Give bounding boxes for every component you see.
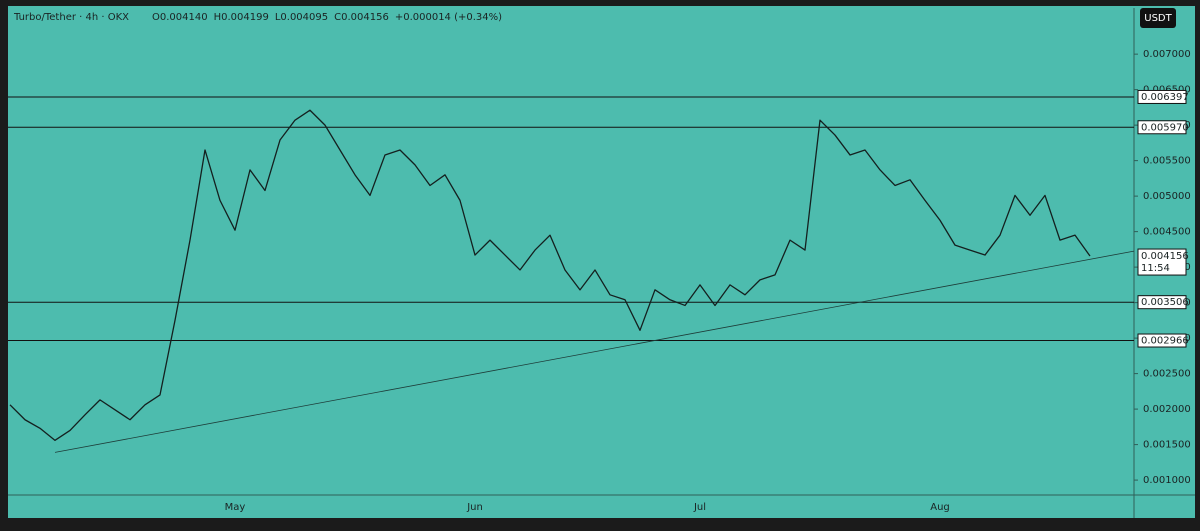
countdown: 11:54	[1141, 263, 1170, 274]
last-price-tag	[1137, 248, 1187, 276]
x-tick-label: Jul	[693, 502, 706, 513]
ohlc-value: L0.004095	[275, 12, 328, 23]
currency-button[interactable]	[1140, 8, 1176, 28]
ohlc-value: C0.004156	[334, 12, 389, 23]
level-label: 0.002966	[1141, 336, 1189, 347]
y-tick-label: 0.002500	[1143, 369, 1191, 380]
chart-title: Turbo/Tether · 4h · OKX	[13, 12, 129, 23]
ohlc-value: +0.000014 (+0.34%)	[395, 12, 502, 23]
ohlc-value: O0.004140	[152, 12, 208, 23]
x-tick-label: Aug	[930, 502, 950, 513]
level-tag	[1137, 89, 1187, 104]
y-tick-label: 0.007000	[1143, 49, 1191, 60]
last-price-label: 0.004156	[1141, 251, 1189, 262]
chart-background	[8, 6, 1195, 518]
level-label: 0.006397	[1141, 92, 1189, 103]
x-tick-label: May	[225, 502, 246, 513]
y-tick-label: 0.001000	[1143, 475, 1191, 486]
y-tick-label: 0.002000	[1143, 404, 1191, 415]
level-label: 0.005970	[1141, 122, 1189, 133]
y-tick-label: 0.005500	[1143, 156, 1191, 167]
level-label: 0.003506	[1141, 297, 1189, 308]
price-line	[9, 109, 1091, 441]
level-tag	[1137, 333, 1187, 348]
y-tick-label: 0.005000	[1143, 191, 1191, 202]
level-tag	[1137, 295, 1187, 310]
y-tick-label: 0.004500	[1143, 227, 1191, 238]
currency-label[interactable]: USDT	[1144, 13, 1172, 24]
x-tick-label: Jun	[466, 502, 483, 513]
trendline	[54, 250, 1135, 453]
level-tag	[1137, 120, 1187, 135]
y-tick-label: 0.001500	[1143, 440, 1191, 451]
ohlc-value: H0.004199	[214, 12, 269, 23]
